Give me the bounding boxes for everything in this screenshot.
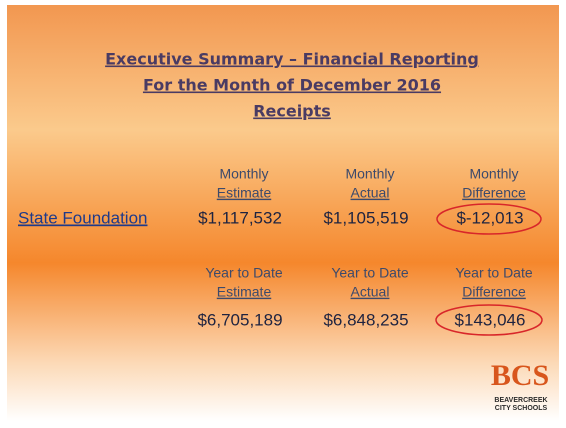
column-header: Difference <box>462 284 526 300</box>
column-header: Monthly <box>469 166 518 182</box>
logo: BCS BEAVERCREEK CITY SCHOOLS <box>491 359 549 412</box>
title-line: Executive Summary – Financial Reporting <box>105 50 479 69</box>
title-line: For the Month of December 2016 <box>143 76 441 95</box>
column-header: Monthly <box>345 166 394 182</box>
column-header: Estimate <box>217 185 272 201</box>
slide-background <box>7 5 559 421</box>
logo-text: CITY SCHOOLS <box>495 405 548 412</box>
amount: $-12,013 <box>456 208 523 227</box>
column-header: Year to Date <box>455 265 533 281</box>
amount: $1,117,532 <box>198 208 282 227</box>
column-header: Difference <box>462 185 526 201</box>
column-header: Year to Date <box>205 265 283 281</box>
highlight-circle <box>435 304 543 336</box>
amount: $1,105,519 <box>323 208 408 227</box>
title-line: Receipts <box>253 102 331 121</box>
row-label: State Foundation <box>18 208 147 227</box>
amount: $143,046 <box>455 310 526 329</box>
column-header: Estimate <box>217 284 272 300</box>
column-header: Actual <box>351 185 390 201</box>
content: Executive Summary – Financial Reporting F… <box>18 50 533 330</box>
logo-mark: BCS <box>491 359 549 392</box>
amount: $6,705,189 <box>197 310 282 329</box>
column-header: Year to Date <box>331 265 409 281</box>
highlight-circle <box>436 203 542 235</box>
logo-text: BEAVERCREEK <box>494 397 547 404</box>
column-header: Actual <box>351 284 390 300</box>
column-header: Monthly <box>219 166 268 182</box>
amount: $6,848,235 <box>323 310 408 329</box>
